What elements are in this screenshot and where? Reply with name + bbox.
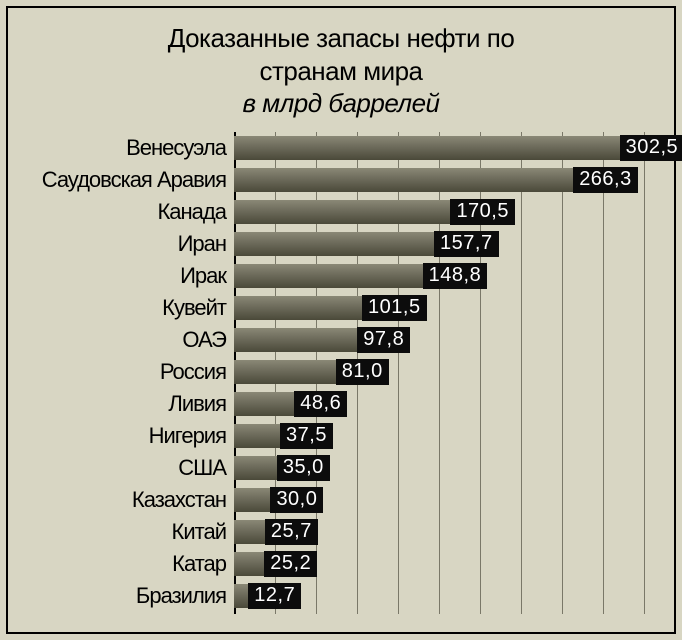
category-label: Бразилия	[136, 580, 232, 612]
bar-row: Венесуэла302,5	[24, 132, 644, 164]
category-label: Кувейт	[162, 292, 232, 324]
value-label: 12,7	[248, 583, 301, 609]
bar	[234, 488, 272, 512]
bar-zone: 37,5	[234, 424, 644, 448]
category-label: ОАЭ	[182, 324, 232, 356]
bar-row: Россия 81,0	[24, 356, 644, 388]
bar-row: Иран 157,7	[24, 228, 644, 260]
value-label: 48,6	[294, 391, 347, 417]
bar-zone: 25,7	[234, 520, 644, 544]
value-label: 266,3	[573, 167, 638, 193]
bar	[234, 168, 575, 192]
category-label: Казахстан	[132, 484, 232, 516]
bar-row: Нигерия 37,5	[24, 420, 644, 452]
category-label: США	[178, 452, 232, 484]
category-label: Венесуэла	[126, 132, 232, 164]
bar	[234, 136, 622, 160]
bar-zone: 30,0	[234, 488, 644, 512]
bar-zone: 25,2	[234, 552, 644, 576]
title-line-1: Доказанные запасы нефти по	[8, 22, 674, 55]
category-label: Катар	[172, 548, 232, 580]
bar-row: Китай 25,7	[24, 516, 644, 548]
bar-zone: 12,7	[234, 584, 644, 608]
bar-zone: 97,8	[234, 328, 644, 352]
category-label: Ирак	[180, 260, 232, 292]
bar	[234, 424, 282, 448]
bar	[234, 456, 279, 480]
value-label: 35,0	[277, 455, 330, 481]
bar-row: США 35,0	[24, 452, 644, 484]
category-label: Китай	[172, 516, 232, 548]
value-label: 170,5	[450, 199, 515, 225]
bar-zone: 35,0	[234, 456, 644, 480]
bar	[234, 200, 452, 224]
bar	[234, 264, 425, 288]
bar	[234, 296, 364, 320]
bar-zone: 170,5	[234, 200, 644, 224]
bar-row: Саудовская Аравия 266,3	[24, 164, 644, 196]
bar-zone: 266,3	[234, 168, 644, 192]
bar-row: Катар 25,2	[24, 548, 644, 580]
value-label: 302,5	[620, 135, 682, 161]
category-label: Канада	[157, 196, 232, 228]
bar	[234, 232, 436, 256]
bar	[234, 328, 359, 352]
bar-row: Ирак 148,8	[24, 260, 644, 292]
chart-frame: Доказанные запасы нефти по странам мира …	[6, 6, 676, 634]
value-label: 101,5	[362, 295, 427, 321]
value-label: 81,0	[336, 359, 389, 385]
chart-area: Венесуэла302,5Саудовская Аравия 266,3 Кана…	[24, 132, 644, 622]
category-label: Иран	[178, 228, 232, 260]
subtitle: в млрд баррелей	[8, 87, 674, 120]
value-label: 37,5	[280, 423, 333, 449]
bar	[234, 552, 266, 576]
bar-row: Канада 170,5	[24, 196, 644, 228]
value-label: 148,8	[423, 263, 488, 289]
bar-zone: 81,0	[234, 360, 644, 384]
bar-zone: 48,6	[234, 392, 644, 416]
bar-row: ОАЭ 97,8	[24, 324, 644, 356]
bar-zone: 101,5	[234, 296, 644, 320]
value-label: 30,0	[270, 487, 323, 513]
bar-row: Бразилия 12,7	[24, 580, 644, 612]
title-block: Доказанные запасы нефти по странам мира …	[8, 22, 674, 120]
title-line-2: странам мира	[8, 55, 674, 88]
category-label: Саудовская Аравия	[42, 164, 232, 196]
bar-zone: 302,5	[234, 136, 644, 160]
value-label: 25,7	[265, 519, 318, 545]
bar-row: Кувейт 101,5	[24, 292, 644, 324]
bar	[234, 392, 296, 416]
category-label: Россия	[160, 356, 232, 388]
value-label: 97,8	[357, 327, 410, 353]
grid-line	[644, 132, 645, 614]
bar-zone: 148,8	[234, 264, 644, 288]
value-label: 157,7	[434, 231, 499, 257]
category-label: Нигерия	[149, 420, 232, 452]
value-label: 25,2	[264, 551, 317, 577]
bar	[234, 360, 338, 384]
bar-row: Ливия 48,6	[24, 388, 644, 420]
bar-zone: 157,7	[234, 232, 644, 256]
category-label: Ливия	[168, 388, 232, 420]
bar	[234, 520, 267, 544]
bar-row: Казахстан 30,0	[24, 484, 644, 516]
